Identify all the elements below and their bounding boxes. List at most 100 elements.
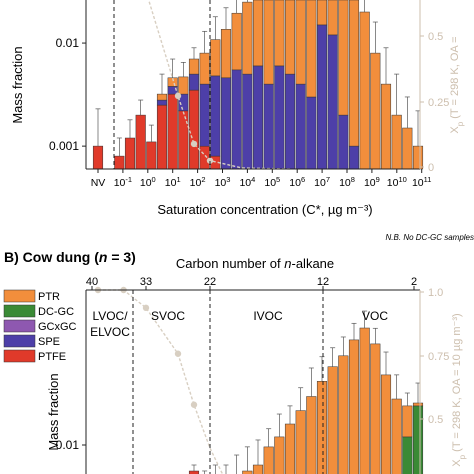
legend-label-3: SPE — [38, 336, 60, 348]
x-tick-label-a-0: NV — [91, 177, 106, 189]
bar-ptr-22 — [338, 0, 349, 116]
bar-ptr-8 — [188, 58, 200, 75]
bar-spe-23 — [348, 145, 360, 170]
bar-ptr-16 — [359, 327, 370, 474]
bar-spe-11 — [220, 77, 232, 170]
right-axis-label-a: Xp (T = 298 K, OA = — [449, 36, 465, 133]
bar-ptfe-9 — [199, 145, 210, 170]
bar-dcgc-21 — [412, 405, 424, 474]
y-tick-label-a-0: 0.01 — [56, 36, 80, 50]
bar-dcgc-20 — [402, 436, 413, 474]
bar-spe-10 — [210, 75, 221, 157]
bar-ptr-7 — [263, 446, 274, 474]
bar-spe-14 — [252, 65, 264, 170]
bar-ptfe-4 — [146, 141, 157, 170]
bar-ptr-20 — [316, 0, 328, 26]
bar-ptr-12 — [316, 381, 328, 474]
right-tick-label-b-2: 0.5 — [428, 414, 443, 426]
x-tick-label-a-9: 107 — [314, 175, 330, 190]
bar-ptr-5 — [242, 470, 253, 474]
legend-swatch-2 — [3, 319, 36, 333]
x-tick-label-a-13: 1011 — [412, 175, 431, 190]
bar-spe-21 — [327, 34, 338, 170]
bar-ptr-8 — [274, 436, 285, 474]
x-tick-label-a-6: 104 — [239, 175, 255, 190]
bar-ptr-18 — [380, 374, 392, 474]
bar-ptr-19 — [391, 398, 402, 474]
x-tick-label-a-1: 10-1 — [114, 175, 132, 190]
x-tick-label-a-12: 1010 — [387, 175, 407, 190]
y-tick-label-a-1: 0.001 — [49, 139, 79, 153]
region-label-4: VOC — [362, 309, 388, 323]
x-axis-label-a: Saturation concentration (C*, µg m⁻³) — [157, 202, 372, 217]
bar-ptfe-0 — [188, 470, 200, 474]
bar-spe-13 — [242, 73, 253, 170]
region-label-2: SVOC — [151, 309, 185, 323]
bar-ptr-14 — [252, 0, 264, 67]
x-tick-label-a-2: 100 — [140, 175, 156, 190]
bar-ptr-9 — [284, 423, 296, 474]
bar-ptr-17 — [370, 343, 381, 474]
bar-ptr-23 — [348, 0, 360, 147]
x-tick-label-a-11: 109 — [364, 175, 380, 190]
xp-point-3 — [190, 140, 198, 148]
bar-ptr-14 — [338, 355, 349, 474]
bar-ptr-13 — [242, 1, 253, 75]
panel-b-title: B) Cow dung (n = 3) — [4, 249, 136, 265]
right-axis-label-b: Xp (T = 298 K, OA = 10 µg m⁻³) — [451, 313, 467, 466]
top-tick-label-b-2: 22 — [204, 276, 216, 288]
panel-a: 0.01 0.001 NV 10-1 100 101 102 103 104 105 106 107 1… — [10, 0, 474, 242]
legend-swatch-0 — [3, 289, 36, 303]
bar-ptfe-3 — [135, 114, 146, 170]
bar-ptr-16 — [274, 0, 285, 67]
right-tick-label-a-2: 0 — [428, 162, 434, 174]
top-tick-label-b-0: 40 — [86, 276, 98, 288]
bar-spe-8 — [188, 73, 200, 91]
legend-swatch-3 — [3, 334, 36, 348]
bar-ptr-7 — [178, 76, 189, 95]
bar-spe-12 — [231, 69, 242, 170]
bar-ptr-28 — [402, 127, 413, 170]
right-tick-label-a-0: 0.5 — [428, 31, 443, 43]
bar-ptr-12 — [231, 12, 242, 71]
top-tick-label-b-3: 12 — [317, 276, 329, 288]
bar-ptr-15 — [263, 0, 274, 85]
x-tick-label-a-10: 108 — [339, 175, 355, 190]
bar-spe-20 — [316, 24, 328, 170]
bar-ptr-11 — [220, 29, 232, 79]
top-axis-label-b: Carbon number of n-alkane — [176, 256, 334, 271]
panel-b: B) Cow dung (n = 3) Carbon number of n-al… — [4, 249, 467, 474]
note-no-dcgc: N.B. No DC-GC samples — [386, 233, 474, 242]
bar-ptr-6 — [252, 464, 264, 474]
bar-spe-22 — [338, 114, 349, 170]
bar-ptfe-8 — [188, 89, 200, 170]
right-tick-label-b-0: 1.0 — [428, 287, 443, 299]
x-tick-label-a-8: 106 — [289, 175, 305, 190]
bar-ptr-9 — [199, 52, 210, 85]
xp-point-3 — [174, 350, 182, 357]
xp-curve — [147, 0, 291, 170]
legend-swatch-1 — [3, 304, 36, 318]
x-tick-label-a-4: 102 — [190, 175, 206, 190]
bar-ptr-24 — [359, 11, 370, 170]
bar-ptr-15 — [348, 339, 360, 474]
bar-ptr-10 — [210, 39, 221, 77]
bar-ptfe-7 — [178, 110, 189, 170]
bar-spe-17 — [284, 73, 296, 170]
bar-ptr-29 — [412, 145, 424, 170]
region-label-3: IVOC — [253, 309, 283, 323]
top-tick-label-b-4: 2 — [411, 276, 417, 288]
region-label-1: ELVOC — [90, 325, 130, 339]
bar-ptfe-1 — [114, 155, 125, 170]
right-tick-label-b-1: 0.75 — [428, 351, 449, 363]
bar-ptr-21 — [327, 0, 338, 36]
legend: PTR DC-GC GCxGC SPE PTFE — [3, 289, 77, 363]
x-tick-label-a-7: 105 — [264, 175, 280, 190]
bar-spe-16 — [274, 65, 285, 170]
bar-ptfe-6 — [167, 93, 178, 170]
bar-spe-15 — [263, 83, 274, 170]
bar-ptfe-2 — [124, 137, 136, 170]
legend-swatch-4 — [3, 349, 36, 363]
y-axis-label-a: Mass fraction — [10, 46, 25, 123]
legend-label-2: GCxGC — [38, 321, 77, 333]
